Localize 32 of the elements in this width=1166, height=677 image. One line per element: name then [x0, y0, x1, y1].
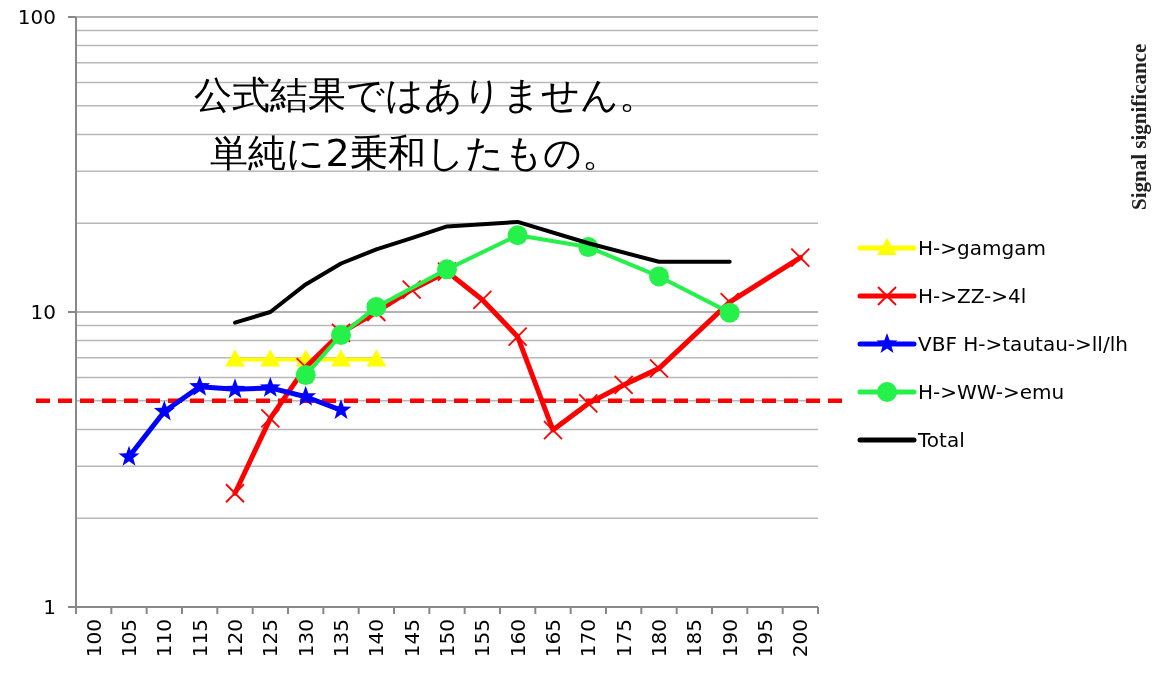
x-tick-label: 155 [470, 619, 495, 658]
x-tick-label: 180 [647, 619, 671, 658]
x-tick-label: 175 [611, 619, 636, 658]
x-tick-label: 135 [329, 619, 353, 658]
legend-label: VBF H->tautau->ll/lh [918, 332, 1128, 356]
annotation: 公式結果ではありません。 [193, 73, 657, 117]
legend-label: H->WW->emu [918, 380, 1065, 404]
legend-label: H->ZZ->4l [918, 284, 1027, 308]
x-tick-label: 150 [435, 619, 459, 658]
x-tick-label: 105 [117, 619, 141, 658]
x-tick-label: 195 [753, 619, 777, 658]
text: Signal significance [1127, 43, 1151, 210]
y-tick-label: 10 [30, 300, 56, 324]
x-tick-label: 125 [258, 619, 283, 658]
x-tick-label: 100 [81, 619, 106, 658]
legend-label: Total [917, 428, 965, 452]
y-tick-label: 100 [17, 5, 56, 29]
x-tick-label: 140 [364, 619, 389, 658]
annotation: 単純に2乗和したもの。 [210, 131, 620, 175]
x-tick-label: 165 [541, 619, 565, 658]
x-tick-label: 185 [682, 619, 707, 658]
x-tick-label: 120 [223, 619, 247, 658]
x-tick-label: 130 [293, 619, 318, 658]
x-tick-label: 145 [399, 619, 424, 658]
x-tick-label: 190 [717, 619, 742, 658]
x-tick-label: 110 [152, 619, 177, 658]
x-tick-label: 160 [505, 619, 530, 658]
legend-label: H->gamgam [918, 236, 1046, 260]
y-tick-label: 1 [43, 595, 56, 619]
x-tick-label: 170 [576, 619, 601, 658]
x-tick-label: 200 [788, 619, 813, 658]
x-tick-label: 115 [187, 619, 212, 658]
